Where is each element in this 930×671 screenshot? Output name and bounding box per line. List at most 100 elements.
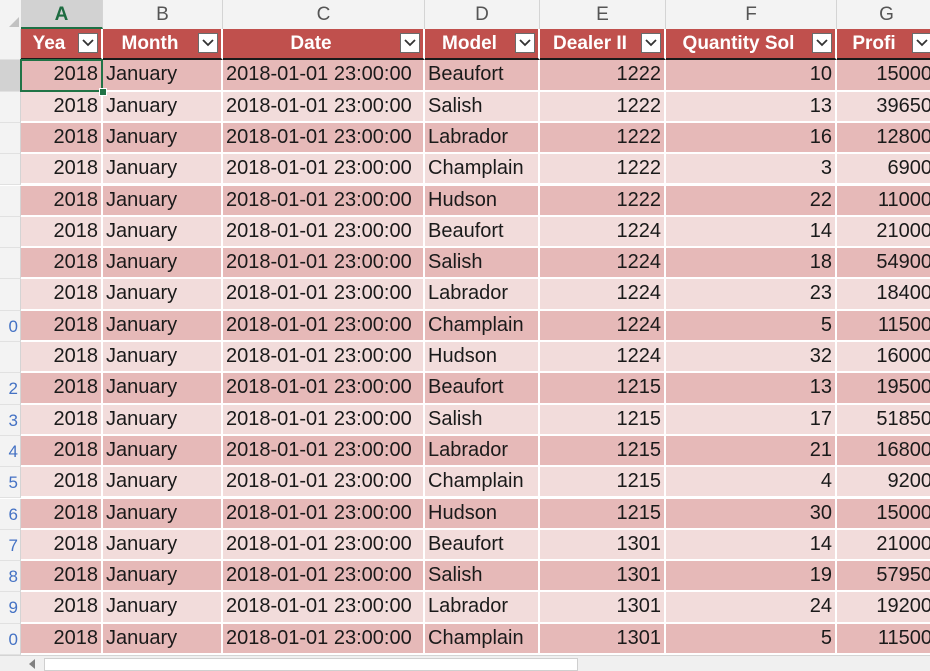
table-cell[interactable]: Labrador [425, 435, 540, 468]
filter-dropdown-icon[interactable] [912, 33, 930, 53]
table-cell[interactable]: 18400 [837, 279, 930, 311]
table-cell[interactable]: January [103, 91, 223, 123]
row-number[interactable]: 3 [0, 404, 21, 436]
row-number[interactable] [0, 60, 21, 92]
table-cell[interactable]: 11500 [837, 310, 930, 342]
table-cell[interactable]: 13 [666, 91, 837, 123]
scroll-left-arrow-icon[interactable] [24, 658, 40, 670]
table-cell[interactable]: 1222 [540, 60, 666, 92]
table-cell[interactable]: 21000 [837, 529, 930, 562]
table-cell[interactable]: 2018 [21, 561, 103, 593]
row-number[interactable]: 2 [0, 373, 21, 405]
table-cell[interactable]: 2018-01-01 23:00:00 [223, 498, 425, 530]
header-cell[interactable]: Model [425, 29, 540, 61]
table-cell[interactable]: 2018 [21, 216, 103, 249]
table-cell[interactable]: January [103, 498, 223, 530]
header-cell[interactable]: Month [103, 29, 223, 61]
table-cell[interactable]: 24 [666, 592, 837, 624]
table-cell[interactable]: 18 [666, 248, 837, 280]
table-cell[interactable]: 1301 [540, 592, 666, 624]
filter-dropdown-icon[interactable] [515, 33, 535, 53]
row-number[interactable]: 9 [0, 592, 21, 624]
row-number[interactable] [0, 185, 21, 217]
table-cell[interactable]: 2018-01-01 23:00:00 [223, 154, 425, 186]
table-cell[interactable]: 9200 [837, 467, 930, 499]
table-cell[interactable]: 2018 [21, 310, 103, 342]
table-cell[interactable]: 13 [666, 373, 837, 405]
table-cell[interactable]: 2018-01-01 23:00:00 [223, 467, 425, 499]
table-cell[interactable]: Hudson [425, 185, 540, 217]
table-cell[interactable]: 1222 [540, 122, 666, 155]
column-header-c[interactable]: C [223, 0, 425, 29]
table-cell[interactable]: 2018-01-01 23:00:00 [223, 623, 425, 655]
table-cell[interactable]: 30 [666, 498, 837, 530]
table-cell[interactable]: January [103, 592, 223, 624]
table-cell[interactable]: 11000 [837, 185, 930, 217]
table-cell[interactable]: Beaufort [425, 529, 540, 562]
row-number[interactable] [0, 29, 21, 61]
row-number[interactable] [0, 342, 21, 374]
row-number[interactable] [0, 122, 21, 155]
table-cell[interactable]: 3 [666, 154, 837, 186]
table-cell[interactable]: 2018-01-01 23:00:00 [223, 529, 425, 562]
table-cell[interactable]: 2018 [21, 373, 103, 405]
table-cell[interactable]: 14 [666, 216, 837, 249]
row-number[interactable]: 5 [0, 467, 21, 499]
row-number[interactable]: 0 [0, 623, 21, 655]
table-cell[interactable]: 1215 [540, 373, 666, 405]
table-cell[interactable]: 2018 [21, 342, 103, 374]
table-cell[interactable]: 4 [666, 467, 837, 499]
table-cell[interactable]: 2018 [21, 154, 103, 186]
table-cell[interactable]: 17 [666, 404, 837, 436]
table-cell[interactable]: 1215 [540, 467, 666, 499]
table-cell[interactable]: Beaufort [425, 216, 540, 249]
table-cell[interactable]: 16800 [837, 435, 930, 468]
header-cell[interactable]: Date [223, 29, 425, 61]
table-cell[interactable]: 32 [666, 342, 837, 374]
table-cell[interactable]: January [103, 373, 223, 405]
table-cell[interactable]: 1215 [540, 498, 666, 530]
table-cell[interactable]: 51850 [837, 404, 930, 436]
table-cell[interactable]: 2018-01-01 23:00:00 [223, 435, 425, 468]
row-number[interactable] [0, 154, 21, 186]
table-cell[interactable]: 2018-01-01 23:00:00 [223, 185, 425, 217]
row-number[interactable]: 4 [0, 435, 21, 468]
table-cell[interactable]: 5 [666, 310, 837, 342]
table-cell[interactable]: 16000 [837, 342, 930, 374]
table-cell[interactable]: 2018 [21, 248, 103, 280]
table-cell[interactable]: 1301 [540, 529, 666, 562]
table-cell[interactable]: 2018-01-01 23:00:00 [223, 279, 425, 311]
table-cell[interactable]: 10 [666, 60, 837, 92]
row-number[interactable] [0, 91, 21, 123]
table-cell[interactable]: 2018-01-01 23:00:00 [223, 248, 425, 280]
table-cell[interactable]: 11500 [837, 623, 930, 655]
table-cell[interactable]: 2018 [21, 122, 103, 155]
table-cell[interactable]: 2018-01-01 23:00:00 [223, 310, 425, 342]
table-cell[interactable]: January [103, 122, 223, 155]
table-cell[interactable]: 1301 [540, 561, 666, 593]
table-cell[interactable]: January [103, 279, 223, 311]
table-cell[interactable]: January [103, 216, 223, 249]
table-cell[interactable]: Labrador [425, 122, 540, 155]
row-number[interactable]: 6 [0, 498, 21, 530]
table-cell[interactable]: 2018 [21, 435, 103, 468]
row-number[interactable]: 0 [0, 310, 21, 342]
row-number[interactable] [0, 216, 21, 249]
select-all-corner[interactable] [0, 0, 22, 29]
table-cell[interactable]: Salish [425, 248, 540, 280]
filter-dropdown-icon[interactable] [198, 33, 218, 53]
table-cell[interactable]: 1224 [540, 310, 666, 342]
table-cell[interactable]: 39650 [837, 91, 930, 123]
table-cell[interactable]: 2018 [21, 467, 103, 499]
table-cell[interactable]: 15000 [837, 498, 930, 530]
table-cell[interactable]: Hudson [425, 342, 540, 374]
table-cell[interactable]: 19200 [837, 592, 930, 624]
column-header-b[interactable]: B [103, 0, 223, 29]
table-cell[interactable]: January [103, 248, 223, 280]
table-cell[interactable]: 2018-01-01 23:00:00 [223, 342, 425, 374]
table-cell[interactable]: 2018 [21, 404, 103, 436]
table-cell[interactable]: 2018 [21, 623, 103, 655]
table-cell[interactable]: 6900 [837, 154, 930, 186]
table-cell[interactable]: Beaufort [425, 373, 540, 405]
filter-dropdown-icon[interactable] [641, 33, 661, 53]
